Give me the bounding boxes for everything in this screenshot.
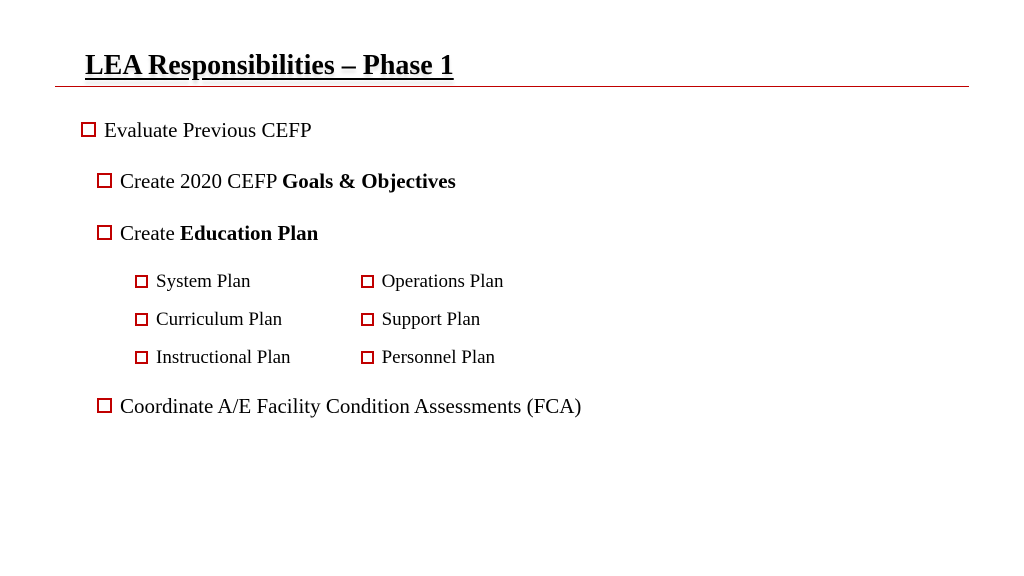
checkbox-bullet-icon xyxy=(97,173,112,188)
sub-list-item: Personnel Plan xyxy=(361,347,504,369)
list-item: Create Education Plan xyxy=(97,220,964,247)
sub-list-item: Operations Plan xyxy=(361,271,504,293)
sub-item-text: Instructional Plan xyxy=(156,347,291,369)
sub-item-text: Personnel Plan xyxy=(382,347,495,369)
sub-column-right: Operations Plan Support Plan Personnel P… xyxy=(361,271,504,369)
title-underline xyxy=(55,86,969,87)
list-item: Coordinate A/E Facility Condition Assess… xyxy=(97,393,964,420)
list-item: Create 2020 CEFP Goals & Objectives xyxy=(97,168,964,195)
sub-list-item: Curriculum Plan xyxy=(135,309,291,331)
sub-item-text: Support Plan xyxy=(382,309,481,331)
checkbox-bullet-icon xyxy=(135,275,148,288)
item-text: Create 2020 CEFP Goals & Objectives xyxy=(120,168,456,195)
checkbox-bullet-icon xyxy=(135,351,148,364)
item-text: Evaluate Previous CEFP xyxy=(104,117,312,144)
sub-list-item: Support Plan xyxy=(361,309,504,331)
checkbox-bullet-icon xyxy=(97,398,112,413)
sub-item-text: Curriculum Plan xyxy=(156,309,282,331)
checkbox-bullet-icon xyxy=(361,351,374,364)
checkbox-bullet-icon xyxy=(361,313,374,326)
list-item: Evaluate Previous CEFP xyxy=(81,117,964,144)
checkbox-bullet-icon xyxy=(135,313,148,326)
checkbox-bullet-icon xyxy=(361,275,374,288)
item-text: Coordinate A/E Facility Condition Assess… xyxy=(120,393,581,420)
item-text: Create Education Plan xyxy=(120,220,318,247)
sub-item-text: Operations Plan xyxy=(382,271,504,293)
sub-column-left: System Plan Curriculum Plan Instructiona… xyxy=(135,271,291,369)
slide-title: LEA Responsibilities – Phase 1 xyxy=(85,50,964,82)
sub-list-item: System Plan xyxy=(135,271,291,293)
checkbox-bullet-icon xyxy=(97,225,112,240)
sub-item-text: System Plan xyxy=(156,271,250,293)
checkbox-bullet-icon xyxy=(81,122,96,137)
sub-list-item: Instructional Plan xyxy=(135,347,291,369)
sub-item-columns: System Plan Curriculum Plan Instructiona… xyxy=(135,271,964,369)
